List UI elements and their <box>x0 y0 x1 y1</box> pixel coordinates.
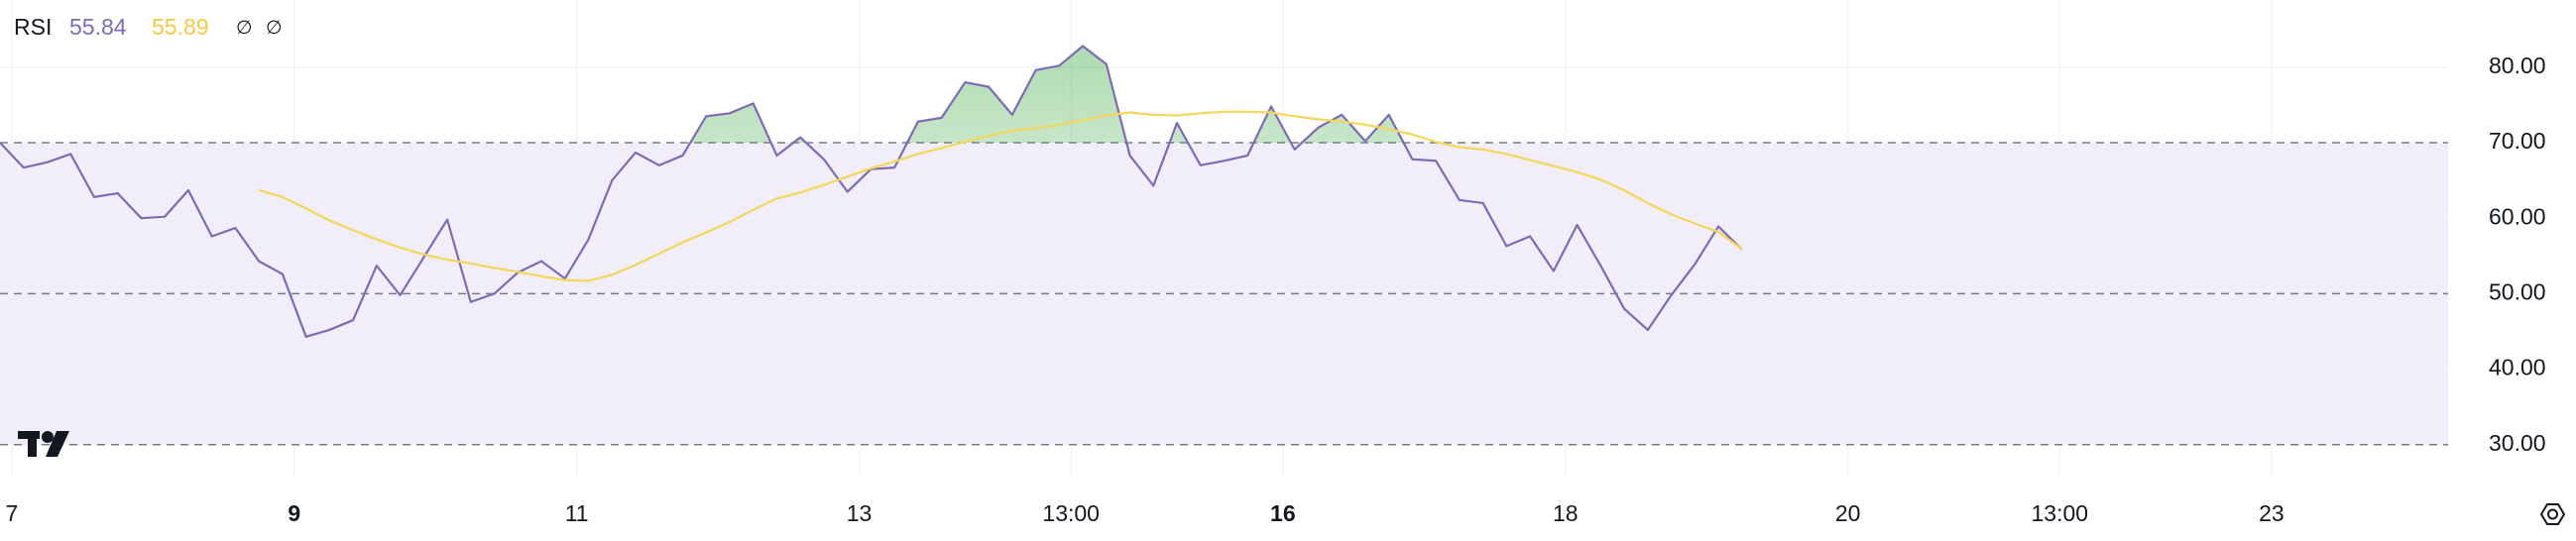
x-tick-label: 9 <box>288 500 300 526</box>
header-icon[interactable]: ∅ <box>236 18 253 39</box>
x-tick-label: 7 <box>5 500 18 526</box>
x-tick-label: 13 <box>847 500 873 526</box>
y-tick-label: 50.00 <box>2489 278 2546 304</box>
header-icon[interactable]: ∅ <box>266 18 283 39</box>
series-line <box>258 110 1743 282</box>
y-tick-label: 70.00 <box>2489 128 2546 154</box>
logo <box>18 431 69 457</box>
x-tick-label: 18 <box>1553 500 1579 526</box>
grid <box>0 0 2448 476</box>
y-tick-label: 80.00 <box>2489 53 2546 78</box>
x-tick-label: 11 <box>565 500 589 526</box>
x-tick-label: 16 <box>1270 500 1296 526</box>
indicator-title: RSI <box>14 14 52 40</box>
plot <box>0 45 1743 338</box>
header: RSI 55.84 55.89 ∅ ∅ <box>14 14 283 40</box>
y-tick-label: 40.00 <box>2489 355 2546 380</box>
x-tick-label: 13:00 <box>1042 500 1100 526</box>
settings-icon[interactable] <box>2539 503 2566 525</box>
x-tick-label: 13:00 <box>2032 500 2089 526</box>
x-tick-label: 23 <box>2259 500 2284 526</box>
y-tick-label: 30.00 <box>2489 430 2546 456</box>
y-tick-label: 60.00 <box>2489 203 2546 229</box>
ma-value: 55.89 <box>152 14 209 40</box>
rsi-value: 55.84 <box>69 14 127 40</box>
x-tick-label: 20 <box>1835 500 1861 526</box>
